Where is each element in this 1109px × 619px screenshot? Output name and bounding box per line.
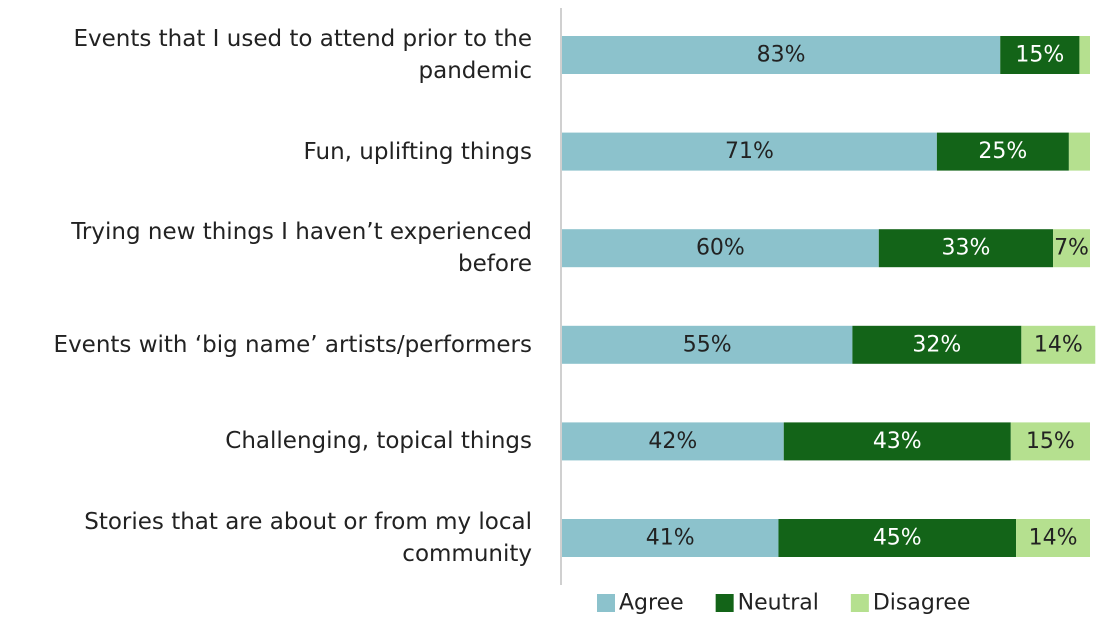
- value-label: 42%: [648, 429, 697, 454]
- bar-segment: [562, 229, 879, 268]
- bar-segment: [562, 325, 853, 364]
- value-label: 55%: [683, 332, 732, 357]
- value-label: 33%: [941, 236, 990, 261]
- value-label: 15%: [1015, 43, 1064, 68]
- category-label: Events that I used to attend prior to th…: [73, 26, 532, 84]
- value-label: 32%: [912, 332, 961, 357]
- bar-segment: [562, 36, 1001, 74]
- bar-segment: [1053, 229, 1090, 268]
- category-label: Stories that are about or from my local …: [84, 509, 532, 567]
- value-label: 83%: [757, 43, 806, 68]
- bar-segment: [562, 519, 779, 557]
- value-label: 7%: [1054, 236, 1089, 261]
- bar-segment: [936, 132, 1069, 171]
- value-label: 25%: [978, 139, 1027, 164]
- legend-label: Agree: [619, 591, 684, 616]
- category-label: Trying new things I haven’t experienced …: [71, 219, 532, 278]
- bar-segment: [1016, 519, 1090, 557]
- bar-segment: [1079, 36, 1090, 74]
- legend-label: Neutral: [738, 591, 819, 616]
- value-label: 14%: [1029, 526, 1078, 551]
- bar-segment: [1021, 325, 1096, 364]
- value-label: 41%: [646, 526, 695, 551]
- category-label: Challenging, topical things: [225, 428, 532, 455]
- bar-segment: [562, 132, 937, 171]
- bar-segment: [783, 422, 1011, 461]
- category-label: Events with ‘big name’ artists/performer…: [53, 331, 532, 358]
- bar-segment: [878, 229, 1054, 268]
- value-label: 45%: [873, 526, 922, 551]
- legend-swatch: [715, 594, 734, 612]
- legend-swatch: [597, 594, 615, 612]
- value-label: 15%: [1026, 429, 1075, 454]
- legend-swatch: [850, 594, 869, 612]
- bar-segment: [1000, 36, 1080, 74]
- bar-segment: [778, 519, 1017, 557]
- value-label: 60%: [696, 236, 745, 261]
- value-label: 71%: [725, 139, 774, 164]
- bar-segment: [852, 325, 1022, 364]
- bar-segment: [1068, 132, 1090, 171]
- value-label: 43%: [873, 429, 922, 454]
- bar-segment: [1010, 422, 1090, 461]
- legend-label: Disagree: [873, 591, 971, 616]
- value-label: 14%: [1034, 332, 1083, 357]
- bar-segment: [562, 422, 784, 461]
- category-label: Fun, uplifting things: [303, 138, 532, 165]
